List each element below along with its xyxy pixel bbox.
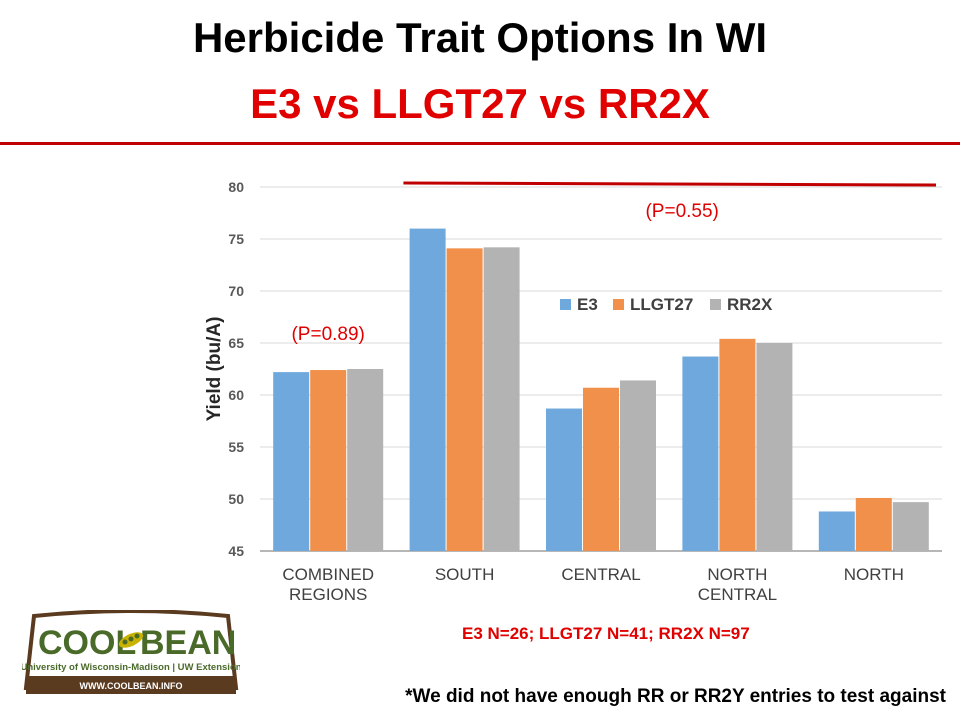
bar-e3-1 bbox=[409, 228, 446, 551]
bar-rr2x-3 bbox=[756, 343, 793, 551]
y-tick-label: 55 bbox=[228, 439, 244, 455]
legend-swatch-e3 bbox=[560, 299, 571, 310]
bar-rr2x-1 bbox=[483, 247, 520, 551]
significance-bar bbox=[403, 181, 937, 187]
x-category-label: CENTRAL bbox=[698, 585, 777, 604]
title-divider bbox=[0, 142, 960, 145]
footnote: *We did not have enough RR or RR2Y entri… bbox=[405, 686, 946, 707]
coolbean-logo: COOL BEAN University of Wisconsin-Madiso… bbox=[22, 610, 240, 694]
bar-llgt27-2 bbox=[583, 387, 619, 551]
bar-llgt27-4 bbox=[855, 497, 892, 551]
p-value-combined: (P=0.89) bbox=[291, 324, 364, 345]
y-tick-label: 45 bbox=[228, 543, 244, 559]
bar-e3-3 bbox=[682, 356, 719, 551]
y-tick-label: 80 bbox=[228, 179, 244, 195]
legend-label-llgt27: LLGT27 bbox=[630, 295, 693, 314]
logo-word-right: BEAN bbox=[140, 624, 236, 662]
x-category-label: NORTH bbox=[707, 565, 767, 584]
bar-llgt27-3 bbox=[719, 338, 756, 551]
bar-e3-4 bbox=[818, 511, 855, 551]
bar-e3-2 bbox=[546, 408, 582, 551]
bar-rr2x-0 bbox=[347, 369, 384, 551]
soybean-pod-icon bbox=[118, 632, 144, 648]
x-category-label: COMBINED bbox=[282, 565, 374, 584]
legend-swatch-rr2x bbox=[710, 299, 721, 310]
y-tick-label: 50 bbox=[228, 491, 244, 507]
legend-label-rr2x: RR2X bbox=[727, 295, 773, 314]
bar-rr2x-4 bbox=[892, 502, 929, 551]
bar-e3-0 bbox=[273, 372, 310, 551]
bar-llgt27-0 bbox=[310, 370, 347, 551]
x-category-label: NORTH bbox=[844, 565, 904, 584]
y-axis-title: Yield (bu/A) bbox=[204, 317, 225, 422]
x-category-label: CENTRAL bbox=[561, 565, 640, 584]
sample-size-note: E3 N=26; LLGT27 N=41; RR2X N=97 bbox=[462, 624, 750, 643]
slide-subtitle: E3 vs LLGT27 vs RR2X bbox=[250, 80, 710, 127]
slide-title: Herbicide Trait Options In WI bbox=[192, 14, 768, 61]
bar-llgt27-1 bbox=[446, 248, 483, 552]
y-tick-label: 75 bbox=[228, 231, 244, 247]
y-tick-label: 60 bbox=[228, 387, 244, 403]
x-category-label: REGIONS bbox=[289, 585, 367, 604]
legend-label-e3: E3 bbox=[577, 295, 598, 314]
x-category-label: SOUTH bbox=[435, 565, 495, 584]
logo-url: WWW.COOLBEAN.INFO bbox=[80, 681, 183, 691]
legend-swatch-llgt27 bbox=[613, 299, 624, 310]
p-value-regions: (P=0.55) bbox=[645, 201, 718, 222]
logo-institution: University of Wisconsin-Madison | UW Ext… bbox=[22, 662, 240, 673]
y-tick-label: 65 bbox=[228, 335, 244, 351]
y-tick-label: 70 bbox=[228, 283, 244, 299]
bar-rr2x-2 bbox=[620, 380, 656, 551]
